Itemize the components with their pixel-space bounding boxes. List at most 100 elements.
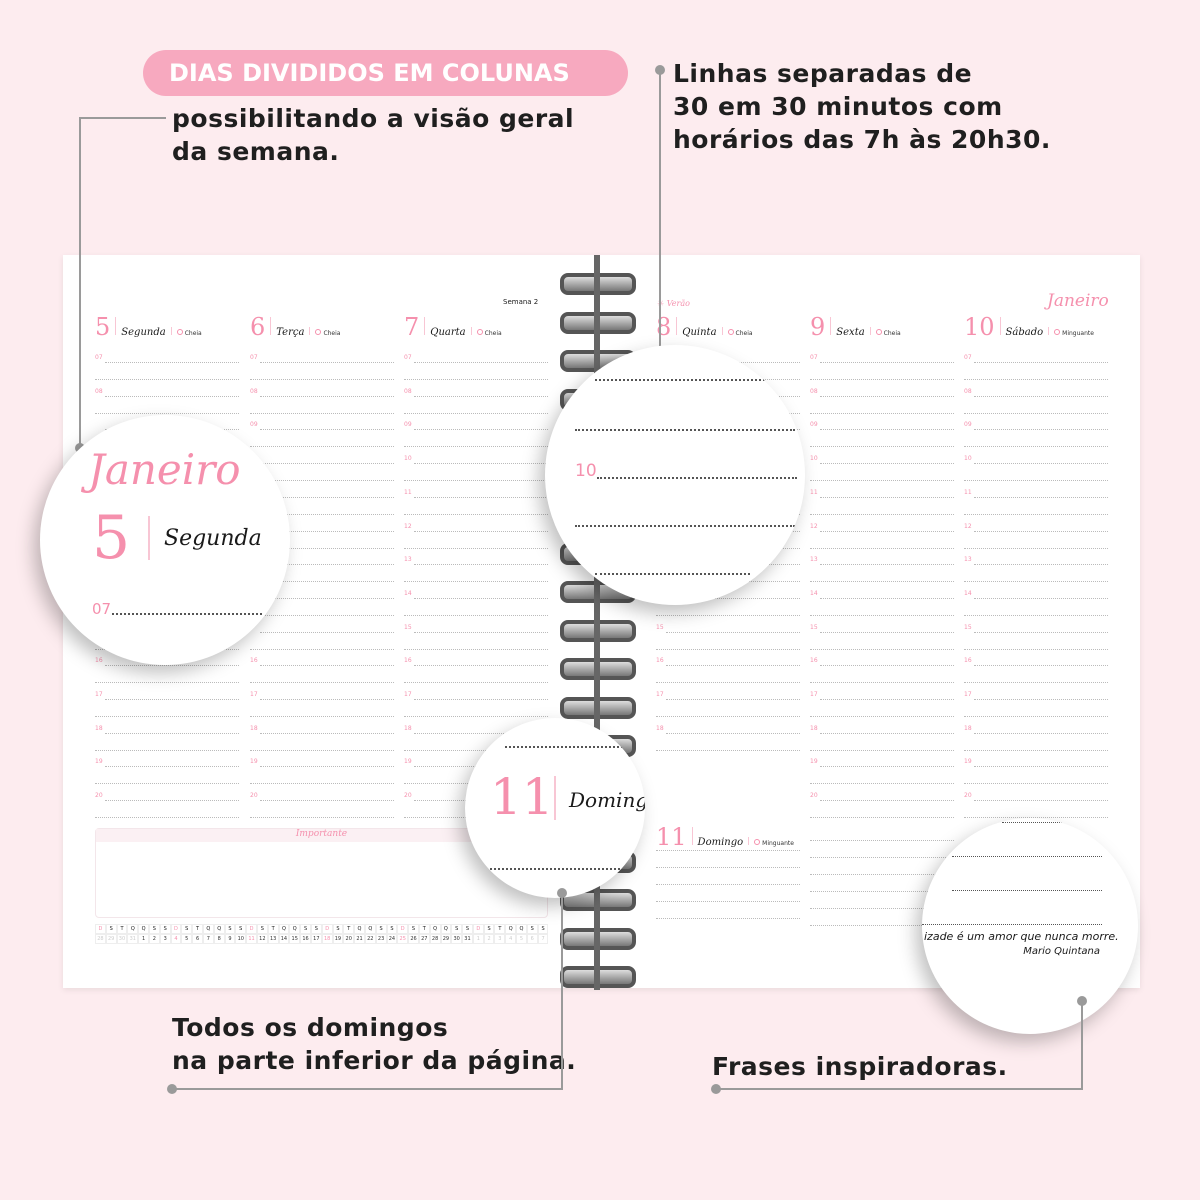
time-slot[interactable] [414,732,548,734]
time-slot-half[interactable] [810,547,954,549]
day-column[interactable]: 9 Sexta Cheia 07 08 09 10 11 12 13 14 15 16 17 18 19 20 [810,255,954,988]
notes-line[interactable] [810,840,954,841]
time-slot-half[interactable] [404,614,548,616]
time-slot-half[interactable] [810,682,954,684]
time-slot-half[interactable] [810,581,954,583]
time-slot[interactable] [974,395,1108,397]
time-slot[interactable] [820,665,954,667]
time-slot-half[interactable] [964,412,1108,414]
notes-line[interactable] [810,925,954,926]
time-slot[interactable] [260,631,394,633]
time-slot-half[interactable] [404,379,548,380]
time-slot[interactable] [260,530,394,532]
time-slot-half[interactable] [964,749,1108,751]
time-slot[interactable] [414,699,548,700]
time-slot[interactable] [105,395,239,397]
time-slot-half[interactable] [656,716,800,717]
time-slot[interactable] [260,463,394,465]
time-slot[interactable] [414,530,548,532]
time-slot-half[interactable] [404,716,548,717]
time-slot-half[interactable] [404,581,548,583]
time-slot[interactable] [820,631,954,633]
time-slot[interactable] [820,699,954,700]
time-slot-half[interactable] [95,379,239,380]
time-slot-half[interactable] [656,648,800,650]
notes-line[interactable] [810,857,954,858]
time-slot[interactable] [820,732,954,734]
time-slot-half[interactable] [250,446,394,448]
time-slot[interactable] [260,732,394,734]
time-slot[interactable] [974,362,1108,363]
time-slot[interactable] [820,463,954,465]
time-slot-half[interactable] [250,817,394,819]
time-slot-half[interactable] [964,513,1108,515]
time-slot-half[interactable] [404,648,548,650]
time-slot-half[interactable] [250,581,394,583]
time-slot[interactable] [974,463,1108,465]
time-slot-half[interactable] [810,817,954,819]
time-slot[interactable] [974,530,1108,532]
time-slot-half[interactable] [810,480,954,482]
time-slot[interactable] [414,362,548,363]
time-slot[interactable] [414,597,548,599]
time-slot-half[interactable] [964,379,1108,380]
time-slot[interactable] [260,766,394,768]
sunday-line[interactable] [656,884,800,885]
time-slot[interactable] [974,597,1108,599]
sunday-line[interactable] [656,867,800,868]
time-slot[interactable] [260,665,394,667]
time-slot[interactable] [666,699,800,700]
time-slot-half[interactable] [404,446,548,448]
time-slot[interactable] [260,699,394,700]
notes-line[interactable] [810,908,954,909]
time-slot[interactable] [666,631,800,633]
time-slot-half[interactable] [656,682,800,684]
time-slot-half[interactable] [810,749,954,751]
time-slot-half[interactable] [810,446,954,448]
time-slot-half[interactable] [656,749,800,751]
time-slot-half[interactable] [656,614,800,616]
time-slot-half[interactable] [964,480,1108,482]
sunday-line[interactable] [656,850,800,851]
time-slot-half[interactable] [250,614,394,616]
time-slot-half[interactable] [404,513,548,515]
time-slot-half[interactable] [250,547,394,549]
time-slot-half[interactable] [964,446,1108,448]
time-slot[interactable] [105,362,239,363]
time-slot[interactable] [260,429,394,431]
time-slot[interactable] [414,429,548,431]
time-slot[interactable] [974,665,1108,667]
time-slot-half[interactable] [95,749,239,751]
time-slot[interactable] [414,665,548,667]
time-slot[interactable] [666,665,800,667]
time-slot[interactable] [974,800,1108,802]
time-slot[interactable] [820,496,954,498]
time-slot[interactable] [105,732,239,734]
time-slot[interactable] [414,496,548,498]
time-slot[interactable] [820,429,954,431]
time-slot-half[interactable] [250,783,394,785]
time-slot-half[interactable] [810,716,954,717]
time-slot[interactable] [105,665,239,667]
time-slot[interactable] [820,564,954,566]
time-slot[interactable] [260,395,394,397]
time-slot[interactable] [974,631,1108,633]
time-slot[interactable] [820,362,954,363]
time-slot-half[interactable] [964,716,1108,717]
time-slot[interactable] [974,429,1108,431]
time-slot-half[interactable] [250,648,394,650]
time-slot-half[interactable] [964,614,1108,616]
time-slot[interactable] [414,395,548,397]
time-slot-half[interactable] [810,412,954,414]
time-slot-half[interactable] [810,379,954,380]
time-slot[interactable] [414,631,548,633]
time-slot[interactable] [260,800,394,802]
time-slot-half[interactable] [250,412,394,414]
time-slot-half[interactable] [404,682,548,684]
time-slot[interactable] [820,530,954,532]
time-slot-half[interactable] [404,412,548,414]
time-slot-half[interactable] [95,682,239,684]
notes-line[interactable] [810,891,954,892]
time-slot[interactable] [974,766,1108,768]
time-slot-half[interactable] [95,783,239,785]
